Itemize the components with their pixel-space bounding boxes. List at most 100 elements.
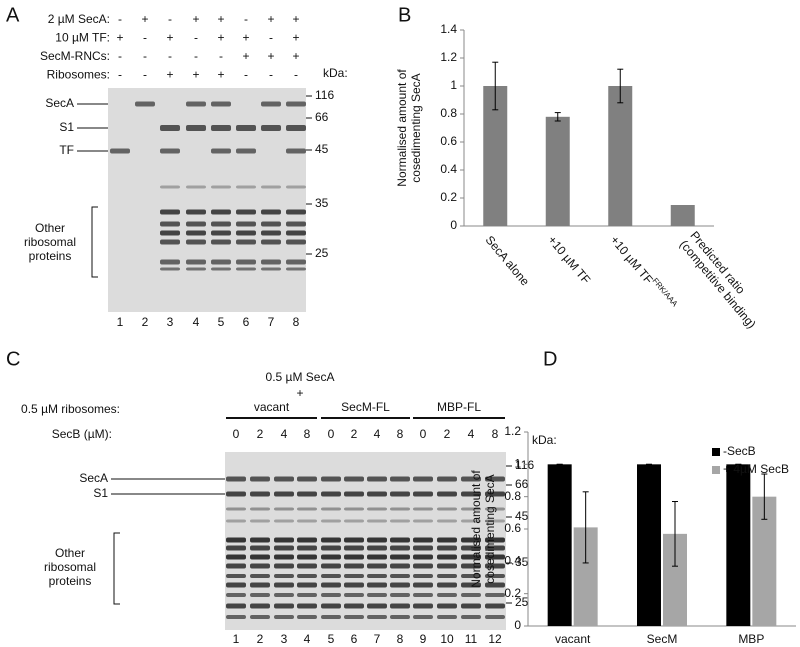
gel-band [186, 259, 206, 265]
gel-band [211, 267, 231, 271]
secb-value: 4 [468, 427, 475, 441]
gel-band [274, 537, 294, 543]
gel-band [297, 507, 317, 511]
lane-number: 5 [328, 632, 335, 646]
gel-band [413, 519, 433, 523]
secb-value: 2 [257, 427, 264, 441]
gel-band [390, 476, 410, 482]
bar [726, 464, 751, 626]
gel-band [186, 267, 206, 271]
gel-band [226, 554, 246, 560]
condition-sign: + [292, 49, 299, 63]
gel-band [390, 582, 410, 588]
gel-band [160, 267, 180, 271]
y-tick-label: 0 [450, 218, 457, 232]
gel-band [437, 615, 457, 619]
gel-band [344, 476, 364, 482]
legend-swatch [712, 466, 720, 474]
gel-band [160, 185, 180, 189]
gel-band [211, 230, 231, 236]
gel-band [250, 574, 270, 578]
marker-label: 66 [315, 110, 329, 124]
gel-band [344, 593, 364, 597]
gel-band [321, 476, 341, 482]
gel-band [274, 507, 294, 511]
gel [225, 452, 506, 630]
y-tick-label: 0.2 [504, 586, 521, 600]
y-tick-label: 1.2 [504, 424, 521, 438]
gel-band [344, 615, 364, 619]
gel-band [211, 101, 231, 107]
group-label: SecM-FL [341, 400, 390, 414]
gel-band [186, 230, 206, 236]
gel-band [286, 185, 306, 189]
condition-sign: + [217, 12, 224, 26]
gel-band [390, 563, 410, 569]
gel-band [390, 593, 410, 597]
lane-number: 6 [243, 315, 250, 329]
marker-label: 25 [515, 595, 529, 609]
gel-band [390, 574, 410, 578]
condition-sign: + [192, 12, 199, 26]
gel-band [250, 537, 270, 543]
bar [670, 205, 695, 226]
y-tick-label: 1 [450, 78, 457, 92]
kda-label: kDa: [532, 433, 557, 447]
gel-band [485, 554, 505, 560]
lane-number: 1 [233, 632, 240, 646]
gel-band [286, 209, 306, 215]
condition-sign: + [217, 68, 224, 82]
gel-band [413, 554, 433, 560]
gel-band [297, 476, 317, 482]
lane-number: 2 [257, 632, 264, 646]
bracket [113, 532, 120, 605]
gel-band [211, 221, 231, 227]
other-label: Other ribosomal proteins [24, 221, 76, 263]
gel-band [437, 545, 457, 551]
gel-band [274, 545, 294, 551]
gel-band [236, 259, 256, 265]
gel-band [236, 209, 256, 215]
gel-band [274, 615, 294, 619]
gel-band [236, 185, 256, 189]
gel-band [261, 259, 281, 265]
lane-number: 3 [281, 632, 288, 646]
gel-band [211, 239, 231, 245]
condition-sign: + [242, 31, 249, 45]
y-tick-label: 1.4 [440, 22, 457, 36]
y-tick-label: 0.4 [440, 162, 457, 176]
panel-letter: B [398, 4, 411, 26]
gel-band [485, 574, 505, 578]
gel-band [437, 507, 457, 511]
gel-band [390, 491, 410, 497]
secb-value: 4 [374, 427, 381, 441]
gel-band [110, 148, 130, 154]
legend-swatch [712, 448, 720, 456]
lane-number: 5 [218, 315, 225, 329]
gel-band [297, 593, 317, 597]
gel-band [297, 615, 317, 619]
gel-band [274, 582, 294, 588]
gel-band [367, 491, 387, 497]
gel-band [485, 615, 505, 619]
gel-band [390, 615, 410, 619]
gel-band [297, 563, 317, 569]
gel-band [250, 615, 270, 619]
gel-band [413, 545, 433, 551]
gel-band [321, 545, 341, 551]
gel-band [413, 603, 433, 609]
gel-band [261, 267, 281, 271]
gel-band [297, 537, 317, 543]
y-tick-label: 0.6 [440, 134, 457, 148]
band-label: SecA [79, 471, 108, 485]
gel-band [437, 593, 457, 597]
gel-band [485, 582, 505, 588]
gel-band [321, 537, 341, 543]
gel-band [274, 603, 294, 609]
gel-band [437, 519, 457, 523]
y-tick-label: 0.8 [504, 489, 521, 503]
condition-sign: + [217, 31, 224, 45]
gel-band [261, 185, 281, 189]
x-tick-label: +10 µM TF [545, 233, 593, 287]
